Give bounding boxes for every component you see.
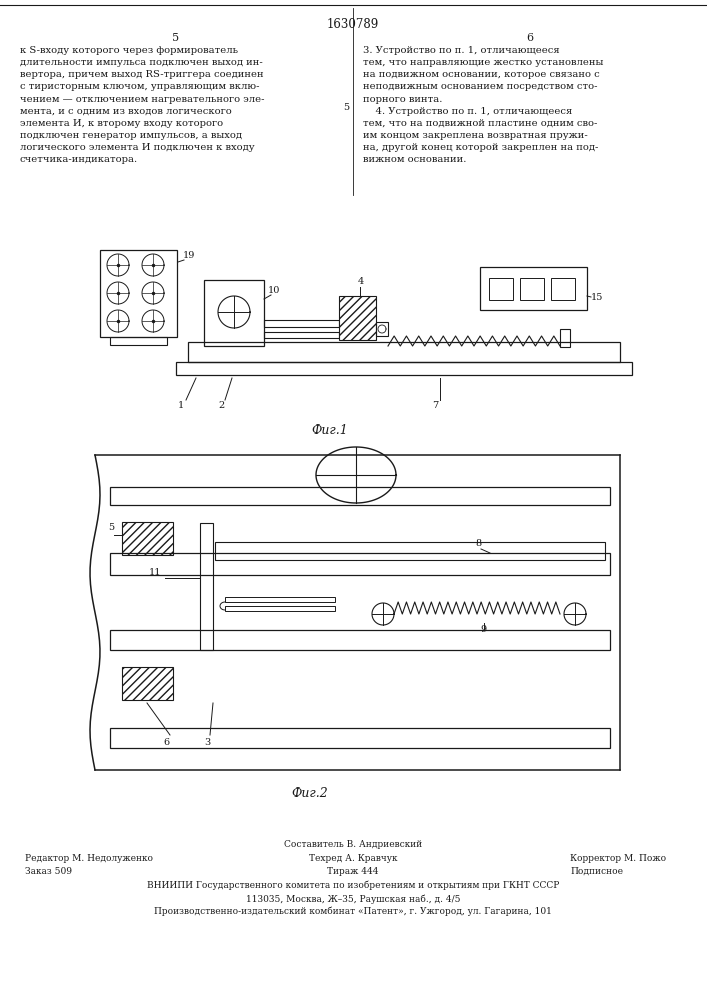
Text: Заказ 509: Заказ 509: [25, 867, 72, 876]
Text: 113035, Москва, Ж–35, Раушская наб., д. 4/5: 113035, Москва, Ж–35, Раушская наб., д. …: [246, 894, 460, 904]
Bar: [520, 278, 544, 300]
Bar: [110, 630, 610, 650]
Text: Производственно-издательский комбинат «Патент», г. Ужгород, ул. Гагарина, 101: Производственно-издательский комбинат «П…: [154, 907, 552, 916]
Bar: [264, 320, 339, 327]
Bar: [264, 332, 339, 338]
Bar: [560, 329, 570, 347]
Text: 3. Устройство по п. 1, отличающееся
тем, что направляющие жестко установлены
на : 3. Устройство по п. 1, отличающееся тем,…: [363, 46, 603, 164]
Bar: [188, 342, 620, 362]
Text: Корректор М. Пожо: Корректор М. Пожо: [570, 854, 666, 863]
Text: 19: 19: [183, 251, 195, 260]
Text: Подписное: Подписное: [570, 867, 623, 876]
Bar: [110, 553, 610, 575]
Text: 6: 6: [527, 33, 534, 43]
Bar: [376, 322, 388, 336]
Bar: [339, 296, 376, 340]
Bar: [100, 250, 177, 337]
Bar: [110, 337, 167, 345]
Text: ВНИИПИ Государственного комитета по изобретениям и открытиям при ГКНТ СССР: ВНИИПИ Государственного комитета по изоб…: [147, 881, 559, 890]
Text: 1630789: 1630789: [327, 18, 379, 31]
Text: Фиг.2: Фиг.2: [291, 787, 328, 800]
Bar: [225, 597, 335, 602]
Text: 5: 5: [173, 33, 180, 43]
Bar: [110, 728, 610, 748]
Text: Составитель В. Андриевский: Составитель В. Андриевский: [284, 840, 422, 849]
Bar: [176, 362, 632, 375]
Text: Редактор М. Недолуженко: Редактор М. Недолуженко: [25, 854, 153, 863]
Bar: [480, 267, 587, 310]
Text: 11: 11: [149, 568, 161, 577]
Text: 1: 1: [178, 401, 185, 410]
Text: 3: 3: [204, 738, 210, 747]
Text: 8: 8: [475, 539, 481, 548]
Text: Фиг.1: Фиг.1: [312, 424, 349, 437]
Text: 10: 10: [268, 286, 281, 295]
Bar: [225, 606, 335, 611]
Text: 4: 4: [358, 277, 364, 286]
Bar: [551, 278, 575, 300]
Text: 15: 15: [591, 293, 603, 302]
Text: Техред А. Кравчук: Техред А. Кравчук: [309, 854, 397, 863]
Bar: [204, 280, 264, 346]
Text: 9: 9: [480, 625, 486, 634]
Bar: [215, 542, 605, 560]
Text: 5: 5: [108, 523, 114, 532]
Text: Тираж 444: Тираж 444: [327, 867, 379, 876]
Text: 6: 6: [163, 738, 169, 747]
Text: 2: 2: [218, 401, 224, 410]
Bar: [489, 278, 513, 300]
Bar: [200, 523, 213, 650]
Bar: [122, 667, 173, 700]
Bar: [122, 522, 173, 555]
Text: к S-входу которого через формирователь
длительности импульса подключен выход ин-: к S-входу которого через формирователь д…: [20, 46, 264, 164]
Text: 7: 7: [432, 401, 438, 410]
Text: 5: 5: [343, 103, 349, 111]
Bar: [110, 487, 610, 505]
